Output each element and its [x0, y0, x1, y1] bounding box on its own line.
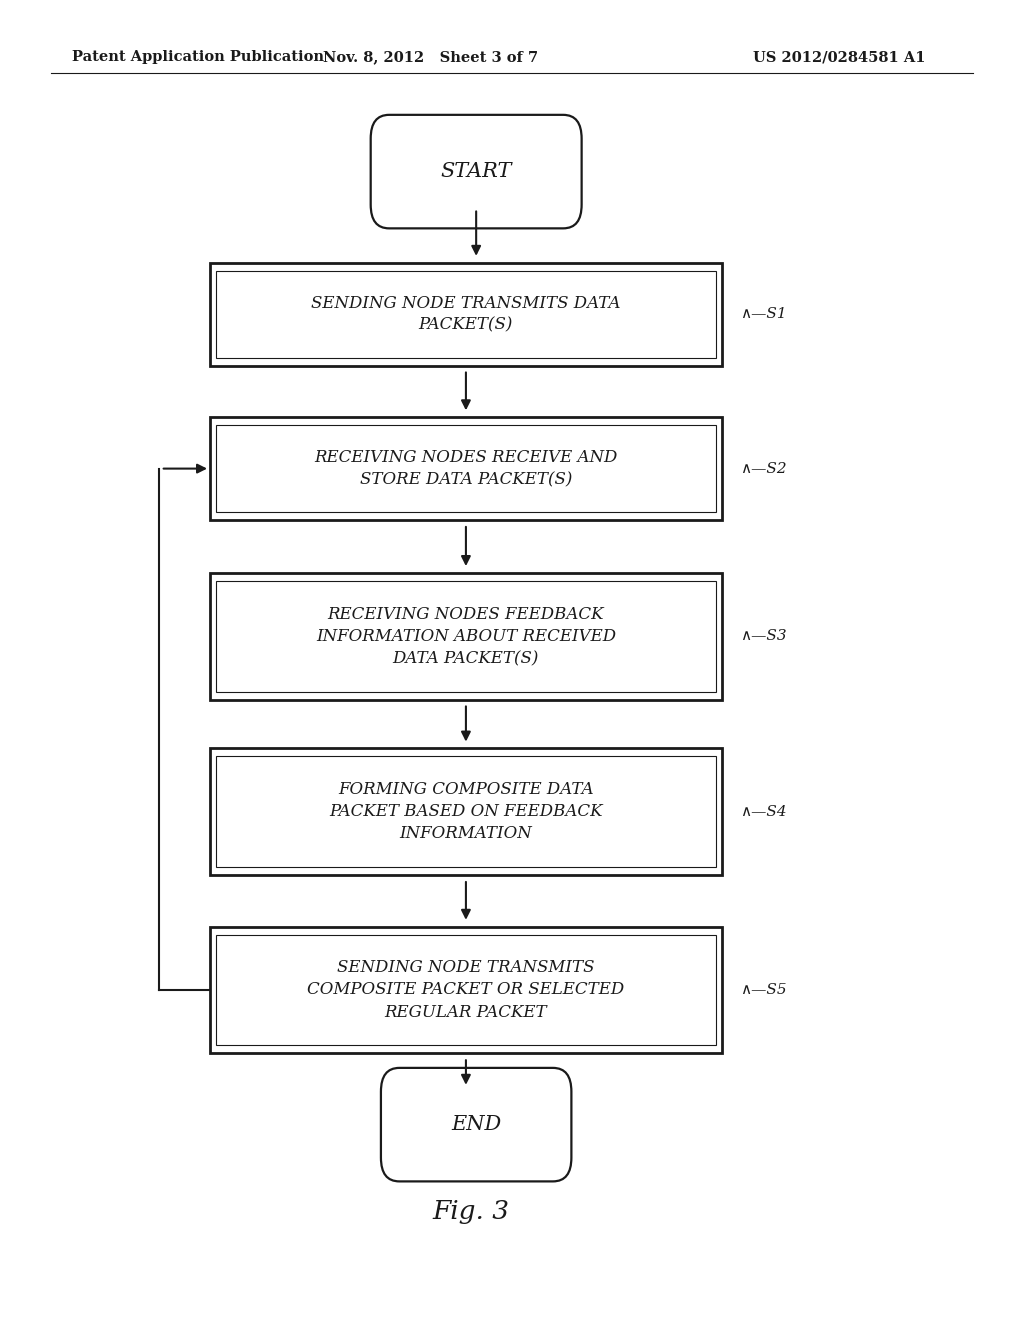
- Text: RECEIVING NODES RECEIVE AND
STORE DATA PACKET(S): RECEIVING NODES RECEIVE AND STORE DATA P…: [314, 449, 617, 488]
- Text: START: START: [440, 162, 512, 181]
- Text: Patent Application Publication: Patent Application Publication: [72, 50, 324, 65]
- Bar: [216, 425, 716, 512]
- Text: US 2012/0284581 A1: US 2012/0284581 A1: [754, 50, 926, 65]
- Bar: [210, 748, 722, 875]
- FancyBboxPatch shape: [381, 1068, 571, 1181]
- Text: RECEIVING NODES FEEDBACK
INFORMATION ABOUT RECEIVED
DATA PACKET(S): RECEIVING NODES FEEDBACK INFORMATION ABO…: [315, 606, 616, 667]
- Bar: [210, 263, 722, 366]
- Text: Fig. 3: Fig. 3: [432, 1200, 510, 1224]
- Bar: [210, 417, 722, 520]
- Text: ∧—S3: ∧—S3: [740, 630, 787, 643]
- Bar: [216, 756, 716, 867]
- Bar: [216, 581, 716, 692]
- Text: FORMING COMPOSITE DATA
PACKET BASED ON FEEDBACK
INFORMATION: FORMING COMPOSITE DATA PACKET BASED ON F…: [329, 781, 603, 842]
- Bar: [210, 927, 722, 1053]
- Text: SENDING NODE TRANSMITS
COMPOSITE PACKET OR SELECTED
REGULAR PACKET: SENDING NODE TRANSMITS COMPOSITE PACKET …: [307, 960, 625, 1020]
- Text: Nov. 8, 2012   Sheet 3 of 7: Nov. 8, 2012 Sheet 3 of 7: [323, 50, 538, 65]
- Text: ∧—S1: ∧—S1: [740, 308, 787, 321]
- Text: END: END: [451, 1115, 502, 1134]
- Bar: [216, 271, 716, 358]
- Text: ∧—S4: ∧—S4: [740, 805, 787, 818]
- Text: ∧—S2: ∧—S2: [740, 462, 787, 475]
- Bar: [210, 573, 722, 700]
- Text: SENDING NODE TRANSMITS DATA
PACKET(S): SENDING NODE TRANSMITS DATA PACKET(S): [311, 294, 621, 334]
- FancyBboxPatch shape: [371, 115, 582, 228]
- Bar: [216, 935, 716, 1045]
- Text: ∧—S5: ∧—S5: [740, 983, 787, 997]
